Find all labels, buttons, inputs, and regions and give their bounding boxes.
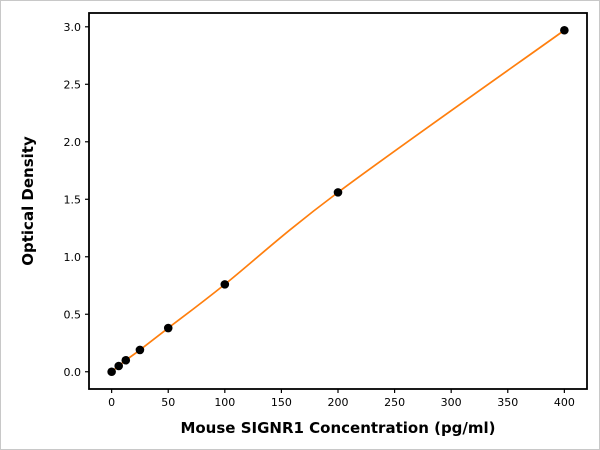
data-point [560,25,569,35]
x-axis-label: Mouse SIGNR1 Concentration (pg/ml) [180,419,496,437]
y-tick-label: 1.5 [64,193,82,206]
x-tick-label: 400 [554,396,575,409]
data-point [114,361,124,371]
plot-border [88,12,588,390]
data-point [121,355,131,365]
x-tick-label: 300 [441,396,462,409]
data-point [135,345,145,355]
x-tick-label: 0 [108,396,115,409]
data-point [163,323,173,333]
y-tick-label: 3.0 [64,21,82,34]
data-point [333,188,343,197]
y-tick-label: 0.5 [64,308,82,321]
x-tick-label: 200 [328,396,349,409]
x-tick-label: 100 [214,396,235,409]
data-point [220,280,230,289]
x-tick-label: 250 [384,396,405,409]
x-tick-label: 150 [271,396,292,409]
x-tick-label: 350 [497,396,518,409]
y-tick-label: 0.0 [64,366,82,379]
y-tick-label: 2.5 [64,78,82,91]
x-tick-label: 50 [161,396,175,409]
y-tick-label: 2.0 [64,136,82,149]
y-tick-label: 1.0 [64,251,82,264]
y-axis-label: Optical Density [19,136,37,266]
data-point [107,367,116,377]
